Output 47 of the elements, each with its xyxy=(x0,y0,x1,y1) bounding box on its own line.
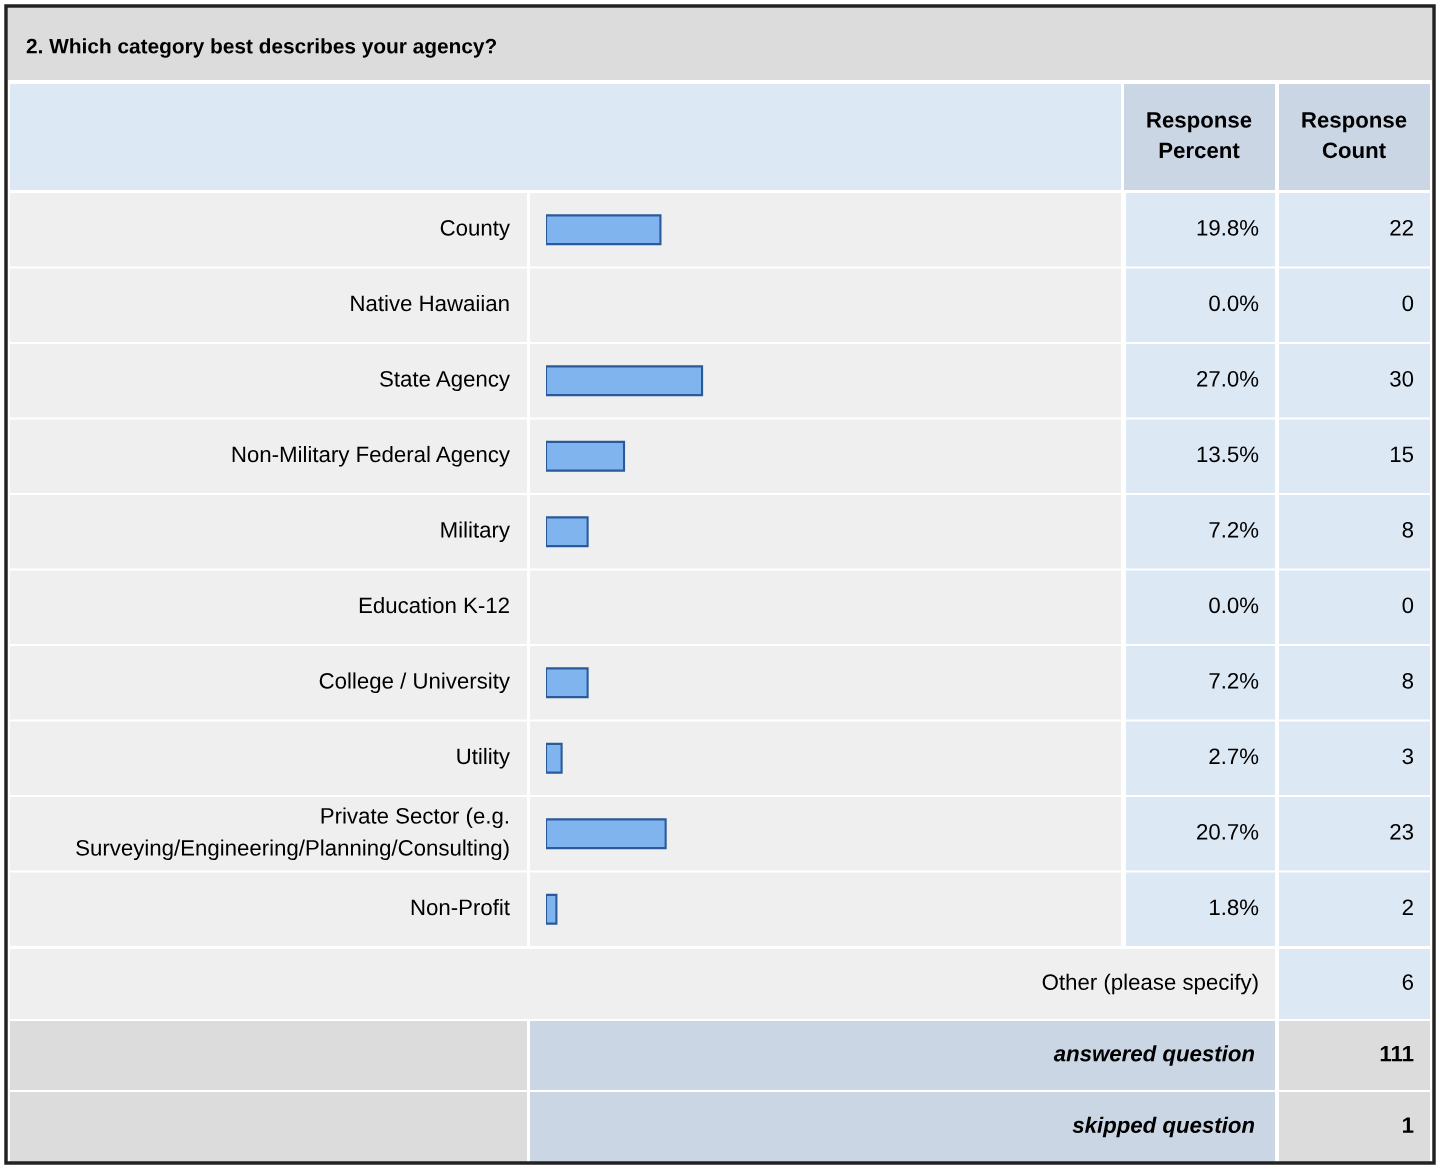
bar xyxy=(546,214,662,246)
data-label: 0.0% xyxy=(1209,295,1259,312)
y-tick-label: Education K-12 xyxy=(359,596,509,614)
data-label: 2.7% xyxy=(1209,748,1259,765)
text: 8 xyxy=(1402,672,1414,689)
text: Other (please specify) xyxy=(1042,973,1258,995)
text: 8 xyxy=(1402,521,1414,538)
data-label: 7.2% xyxy=(1209,672,1259,689)
text: skipped question xyxy=(1072,1116,1255,1138)
text: 1 xyxy=(1403,1117,1414,1133)
text: 22 xyxy=(1390,219,1413,236)
text: 2 xyxy=(1402,899,1413,915)
y-tick-label: County xyxy=(440,219,510,241)
data-label: 27.0% xyxy=(1197,370,1259,387)
data-label: 19.8% xyxy=(1197,219,1259,236)
y-tick-label: State Agency xyxy=(380,370,510,392)
text: 30 xyxy=(1390,370,1414,387)
text: 6 xyxy=(1402,974,1414,990)
bar xyxy=(546,818,667,850)
text: 23 xyxy=(1390,823,1414,840)
text: 0 xyxy=(1402,295,1414,312)
y-tick-label: Non-Profit xyxy=(411,898,510,916)
bar xyxy=(546,667,589,699)
y-tick-label: Private Sector (e.g. Surveying/Engineering/Planning/Consulting) xyxy=(76,807,509,861)
y-tick-label: Non-Military Federal Agency xyxy=(232,445,510,467)
y-tick-label: Utility xyxy=(457,747,510,769)
bar xyxy=(546,365,704,397)
data-label: 13.5% xyxy=(1197,446,1259,463)
text: answered question xyxy=(1053,1045,1255,1066)
text: 15 xyxy=(1390,446,1414,463)
data-label: 0.0% xyxy=(1209,597,1259,614)
data-label: 7.2% xyxy=(1209,521,1259,538)
bar xyxy=(546,893,558,925)
y-tick-label: Native Hawaiian xyxy=(351,294,509,312)
text: 111 xyxy=(1380,1045,1414,1062)
data-label: 20.7% xyxy=(1197,823,1259,840)
text: Response Count xyxy=(1302,112,1407,159)
y-tick-label: Military xyxy=(441,521,510,543)
y-tick-label: College / University xyxy=(319,672,510,694)
text: 3 xyxy=(1402,748,1414,765)
text: 0 xyxy=(1402,597,1414,614)
text: Response Percent xyxy=(1147,112,1252,159)
bar xyxy=(546,516,589,548)
text: 2. Which category best describes your agency? xyxy=(26,38,497,58)
data-label: 1.8% xyxy=(1210,899,1259,916)
bar xyxy=(546,742,563,774)
bar xyxy=(546,440,626,472)
